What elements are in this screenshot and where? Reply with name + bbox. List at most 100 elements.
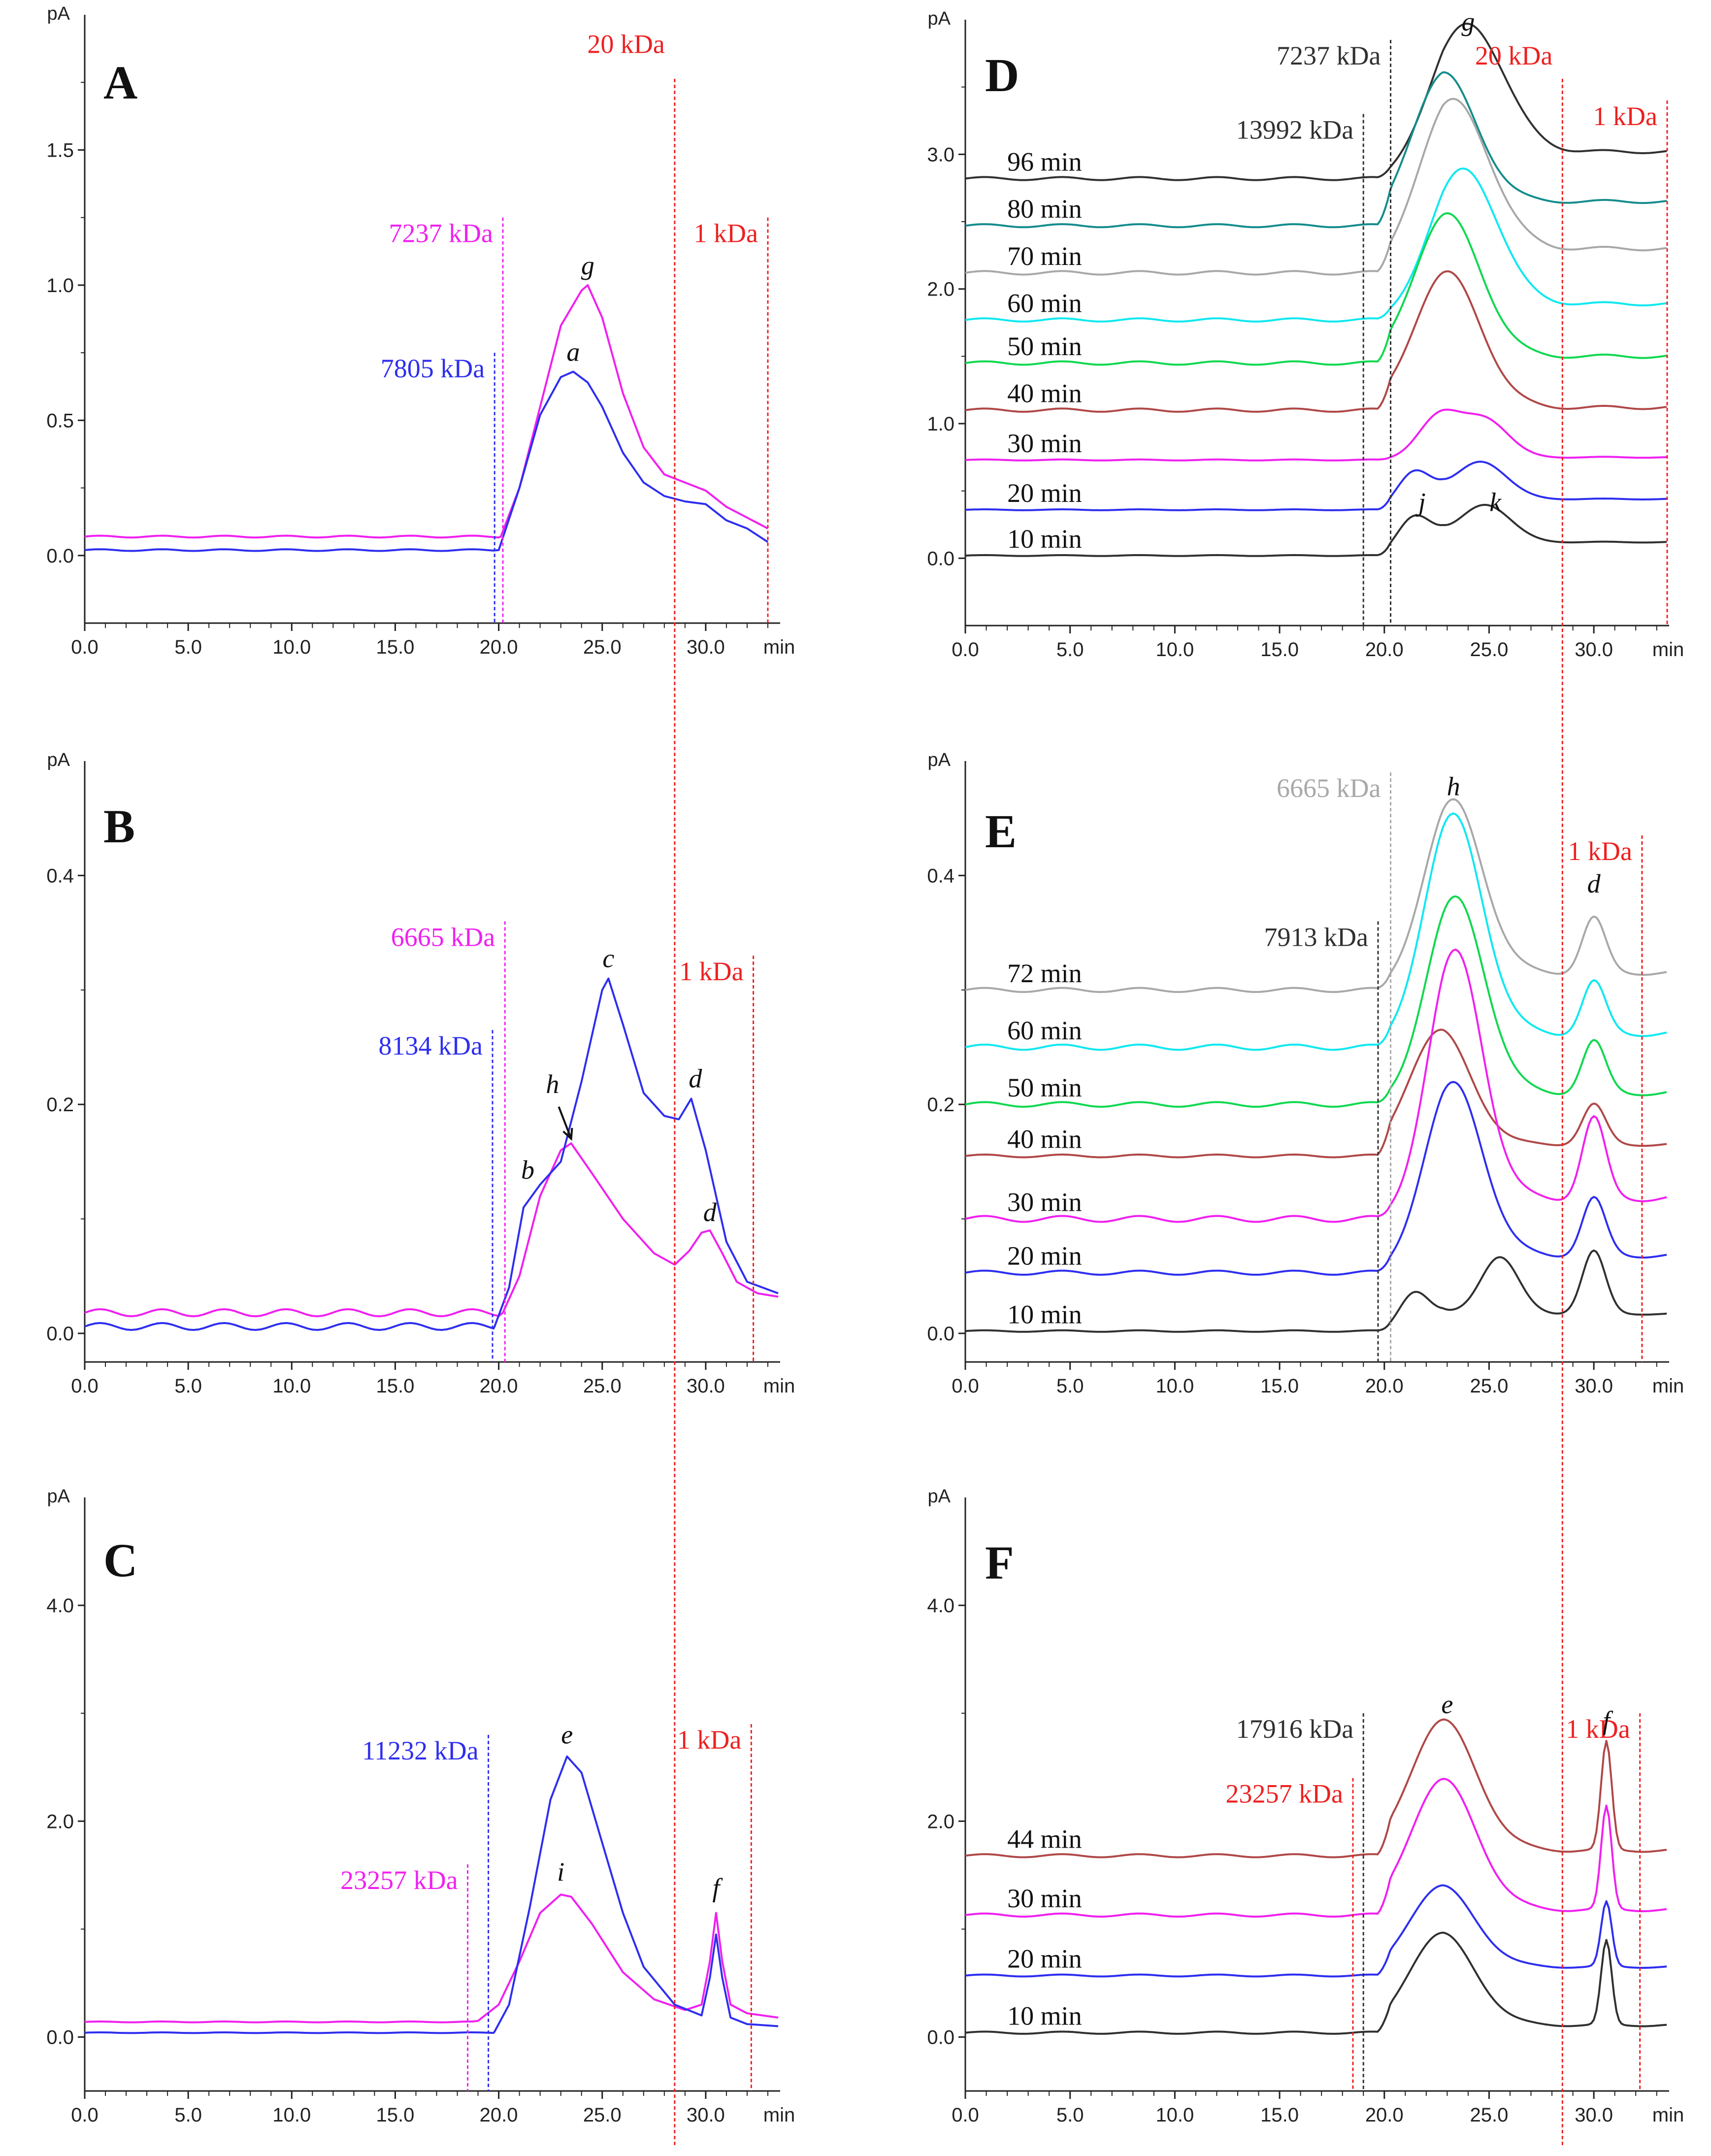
series-label: 72 min — [1007, 959, 1082, 988]
mw-marker-label: 8134 kDa — [379, 1031, 483, 1061]
x-tick-label: 5.0 — [1056, 2104, 1084, 2126]
peak-label: c — [602, 943, 614, 973]
x-tick-label: 10.0 — [1155, 2104, 1194, 2126]
peak-label: f — [712, 1873, 723, 1903]
y-tick-label: 0.5 — [46, 410, 74, 431]
series-line — [965, 812, 1667, 1051]
panel-label: E — [985, 805, 1017, 858]
panel-a: pA 0.0 0.5 1.0 1.5 0.0 5.0 10.0 15.0 20.0 25.0 30.0… — [46, 3, 795, 658]
x-tick-label: 5.0 — [174, 2104, 202, 2126]
peak-label: d — [689, 1063, 702, 1093]
peak-label: g — [1461, 7, 1475, 36]
mw-marker-label: 6665 kDa — [1277, 773, 1381, 803]
x-tick-label: 5.0 — [1056, 1375, 1084, 1397]
x-tick-label: 0.0 — [71, 636, 99, 658]
series-line — [965, 1249, 1667, 1333]
x-unit-label: min — [1652, 1375, 1684, 1397]
panel-d: pA 0.0 1.0 2.0 3.0 0.0 5.0 10.0 15.0 20.0 25.0 30.0… — [927, 7, 1684, 661]
panel-label: B — [103, 800, 135, 853]
y-unit-label: pA — [47, 3, 70, 24]
y-tick-label: 2.0 — [46, 1811, 74, 1832]
x-tick-label: 15.0 — [1260, 1375, 1299, 1397]
panel-label: F — [985, 1536, 1014, 1589]
x-tick-label: 10.0 — [1155, 1375, 1194, 1397]
series-line — [965, 895, 1667, 1108]
series-label: 10 min — [1007, 1299, 1082, 1329]
mw-marker-label: 20 kDa — [587, 29, 664, 59]
series-line — [965, 270, 1667, 413]
y-tick-label: 0.4 — [46, 865, 74, 887]
x-tick-label: 5.0 — [174, 636, 202, 658]
x-tick-label: 10.0 — [272, 1375, 311, 1397]
x-tick-label: 25.0 — [1470, 1375, 1509, 1397]
mw-marker-label: 6665 kDa — [391, 922, 495, 952]
series-line — [84, 977, 779, 1331]
series-line — [84, 370, 769, 552]
series-line — [965, 1778, 1667, 1918]
x-tick-label: 15.0 — [376, 636, 415, 658]
y-tick-label: 4.0 — [927, 1595, 954, 1617]
x-tick-label: 30.0 — [1575, 639, 1613, 661]
panel-c: pA 0.0 2.0 4.0 0.0 5.0 10.0 15.0 20.0 25.0 30.0 min… — [46, 1486, 795, 2126]
peak-label: e — [1441, 1690, 1453, 1719]
y-tick-label: 0.0 — [927, 2026, 954, 2048]
mw-marker-label: 13992 kDa — [1236, 115, 1353, 144]
y-unit-label: pA — [928, 1486, 951, 1507]
x-tick-label: 25.0 — [1470, 2104, 1509, 2126]
series-label: 20 min — [1007, 1241, 1082, 1271]
series-label: 50 min — [1007, 332, 1082, 361]
x-tick-label: 15.0 — [1260, 639, 1299, 661]
peak-label: k — [1489, 488, 1502, 517]
peak-label: b — [521, 1155, 534, 1185]
series-label: 40 min — [1007, 1125, 1082, 1154]
series-line — [965, 98, 1667, 276]
x-tick-label: 10.0 — [272, 2104, 311, 2126]
series-line — [84, 284, 768, 539]
x-tick-label: 10.0 — [1155, 639, 1194, 661]
y-unit-label: pA — [47, 750, 70, 770]
y-unit-label: pA — [928, 750, 951, 770]
peak-label: d — [703, 1197, 717, 1227]
peak-label: d — [1587, 869, 1601, 898]
series-line — [965, 23, 1667, 181]
x-unit-label: min — [1652, 639, 1684, 661]
panel-label: C — [103, 1534, 137, 1587]
series-line — [84, 1893, 779, 2023]
series-line — [965, 948, 1667, 1223]
x-tick-label: 15.0 — [376, 2104, 415, 2126]
y-tick-label: 0.0 — [46, 545, 74, 567]
peak-label: h — [546, 1069, 559, 1099]
x-tick-label: 25.0 — [1470, 639, 1509, 661]
y-tick-label: 0.0 — [927, 548, 954, 569]
x-unit-label: min — [763, 2104, 795, 2126]
x-tick-label: 25.0 — [583, 2104, 622, 2126]
series-line — [965, 212, 1667, 366]
series-line — [965, 408, 1667, 462]
panel-label: A — [103, 56, 137, 109]
x-tick-label: 5.0 — [174, 1375, 202, 1397]
x-tick-label: 0.0 — [952, 639, 979, 661]
y-tick-label: 1.5 — [46, 139, 74, 161]
mw-marker-label: 20 kDa — [1475, 41, 1552, 70]
series-line — [965, 167, 1667, 323]
x-tick-label: 30.0 — [1575, 1375, 1613, 1397]
x-tick-label: 0.0 — [952, 1375, 979, 1397]
series-label: 60 min — [1007, 289, 1082, 318]
mw-marker-label: 1 kDa — [694, 219, 758, 248]
mw-marker-label: 7237 kDa — [389, 219, 493, 248]
y-tick-label: 1.0 — [927, 413, 954, 435]
x-tick-label: 0.0 — [71, 2104, 99, 2126]
series-line — [84, 1755, 779, 2034]
x-tick-label: 30.0 — [687, 2104, 725, 2126]
mw-marker-label: 11232 kDa — [362, 1736, 478, 1765]
peak-label: a — [566, 337, 580, 367]
x-tick-label: 30.0 — [1575, 2104, 1613, 2126]
x-tick-label: 15.0 — [1260, 2104, 1299, 2126]
series-line — [965, 461, 1667, 511]
series-line — [965, 1081, 1667, 1276]
series-label: 96 min — [1007, 147, 1082, 177]
peak-label: h — [1447, 772, 1460, 801]
peak-label: j — [1415, 488, 1426, 517]
panel-b: pA 0.0 0.2 0.4 0.0 5.0 10.0 15.0 20.0 25.0 30.0 min… — [46, 750, 795, 1397]
